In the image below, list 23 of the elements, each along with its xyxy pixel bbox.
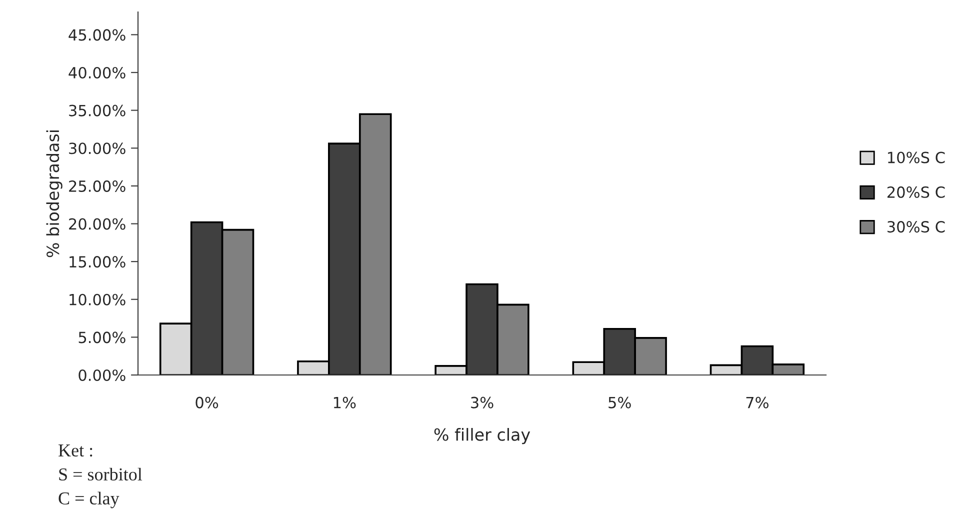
x-tick-label: 0% xyxy=(196,396,218,408)
y-tick-label: 15.00% xyxy=(70,256,126,268)
y-tick-label: 5.00% xyxy=(78,332,126,344)
y-tick-label: 40.00% xyxy=(68,66,126,79)
x-tick-label: 3% xyxy=(471,396,494,408)
text: S = sorbitol xyxy=(59,468,142,481)
text: Ket : xyxy=(58,444,92,457)
y-tick-label: 10.00% xyxy=(70,294,126,306)
y-tick-label: 0.00% xyxy=(78,369,126,382)
x-axis-title: % filler clay xyxy=(434,428,530,444)
y-tick-label: 20.00% xyxy=(69,218,126,230)
y-tick-label: 35.00% xyxy=(69,104,126,116)
legend-label: 10%S C xyxy=(888,152,945,164)
x-tick-label: 5% xyxy=(608,396,631,408)
x-tick-label: 1% xyxy=(334,396,356,408)
y-axis-title: % biodegradasi xyxy=(46,130,62,258)
legend-label: 30%S C xyxy=(888,221,945,233)
y-tick-label: 30.00% xyxy=(69,142,126,154)
y-tick-label: 45.00% xyxy=(68,29,126,41)
y-tick-label: 25.00% xyxy=(69,180,126,192)
legend-label: 20%S C xyxy=(887,186,945,198)
text: C = clay xyxy=(58,492,120,508)
x-tick-label: 7% xyxy=(746,396,768,408)
